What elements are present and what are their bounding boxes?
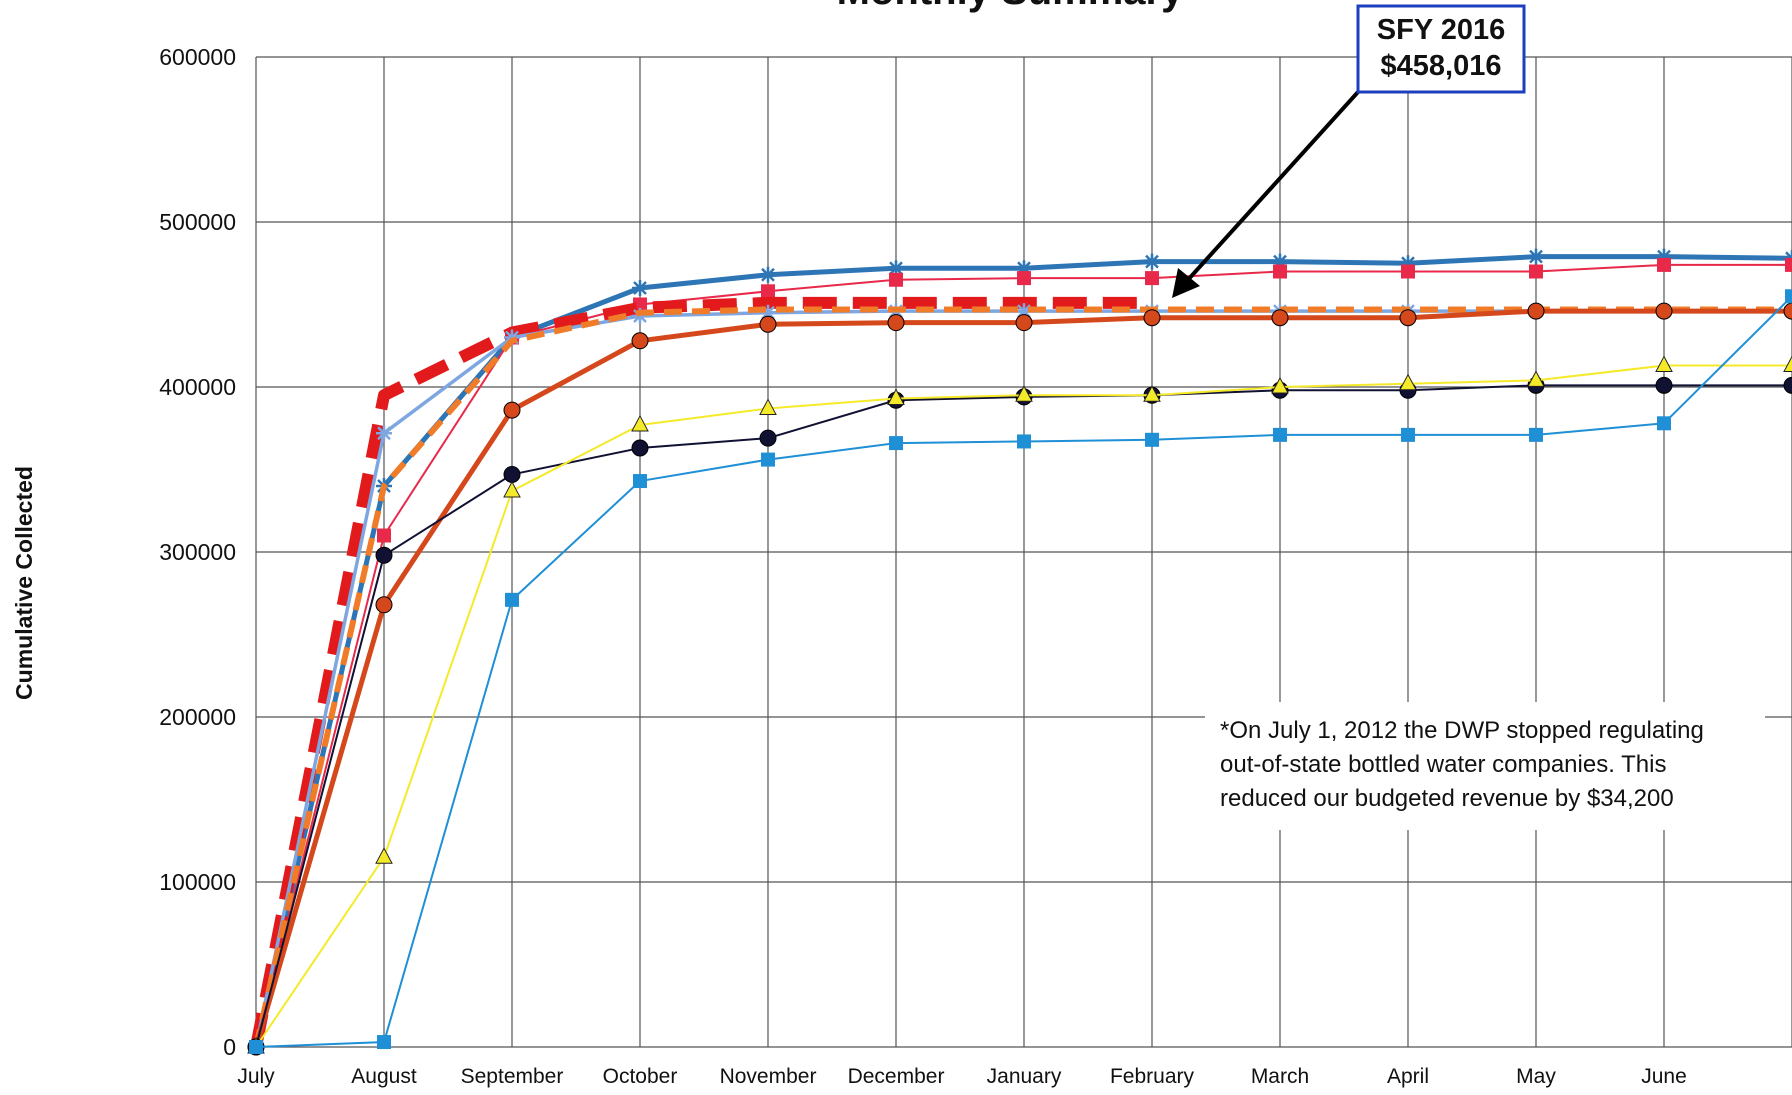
x-tick-label: October — [603, 1065, 678, 1088]
marker — [504, 329, 520, 346]
marker — [1272, 253, 1288, 270]
chart-title: Monthly Summary — [837, 0, 1184, 13]
marker — [505, 592, 519, 607]
marker — [1017, 434, 1031, 449]
x-tick-label: July — [237, 1065, 275, 1088]
marker — [1016, 260, 1032, 277]
marker — [1400, 255, 1416, 272]
marker — [1527, 302, 1545, 320]
marker — [1015, 385, 1033, 402]
marker — [1657, 416, 1671, 431]
marker — [887, 314, 905, 332]
note-text: *On July 1, 2012 the DWP stopped regulat… — [1220, 717, 1704, 744]
y-tick-label: 300000 — [159, 539, 236, 565]
y-axis-title: Cumulative Collected — [11, 466, 37, 700]
marker — [759, 315, 777, 333]
marker — [503, 480, 521, 498]
marker — [1783, 376, 1792, 394]
marker — [1145, 271, 1159, 286]
marker — [889, 436, 903, 451]
marker — [631, 414, 649, 432]
marker — [1655, 376, 1673, 394]
x-tick-label: September — [461, 1065, 564, 1088]
y-tick-label: 0 — [223, 1034, 236, 1060]
marker — [760, 266, 776, 283]
marker — [1655, 355, 1673, 373]
x-tick-label: August — [351, 1065, 417, 1088]
x-tick-label: January — [987, 1065, 1062, 1088]
y-tick-label: 600000 — [159, 44, 236, 70]
x-tick-label: February — [1110, 1065, 1195, 1088]
x-tick-label: March — [1251, 1065, 1309, 1088]
x-tick-label: April — [1387, 1065, 1429, 1088]
note-text: reduced our budgeted revenue by $34,200 — [1220, 785, 1674, 812]
callout-box — [1356, 4, 1526, 94]
marker — [1273, 264, 1287, 279]
x-tick-label: December — [848, 1065, 945, 1088]
marker — [1401, 427, 1415, 442]
marker — [1144, 253, 1160, 270]
marker — [1785, 257, 1792, 272]
y-tick-label: 100000 — [159, 869, 236, 895]
marker — [888, 260, 904, 277]
marker — [1528, 248, 1544, 265]
marker — [1273, 427, 1287, 442]
marker — [761, 452, 775, 467]
marker — [1015, 314, 1033, 332]
marker — [1656, 248, 1672, 265]
marker — [1143, 385, 1161, 402]
marker — [1401, 264, 1415, 279]
note-text: out-of-state bottled water companies. Th… — [1220, 751, 1666, 778]
marker — [1017, 271, 1031, 286]
marker — [887, 388, 905, 406]
marker — [375, 546, 393, 564]
marker — [1785, 289, 1792, 304]
marker — [377, 528, 391, 543]
series-line — [250, 296, 1152, 1049]
marker — [632, 280, 648, 296]
callout-text: $458,016 — [1381, 50, 1502, 82]
marker — [377, 1035, 391, 1050]
marker — [631, 332, 649, 350]
marker — [1783, 302, 1792, 320]
marker — [1783, 355, 1792, 373]
callout-text: SFY 2016 — [1377, 14, 1505, 46]
callout-arrow — [1184, 90, 1360, 284]
x-tick-label: June — [1641, 1065, 1687, 1088]
marker — [1399, 309, 1417, 327]
marker — [1655, 302, 1673, 320]
x-tick-label: November — [720, 1065, 817, 1088]
marker — [632, 308, 648, 325]
marker — [249, 1040, 263, 1054]
marker — [1143, 309, 1161, 327]
marker — [1529, 427, 1543, 442]
marker — [631, 439, 649, 457]
marker — [1271, 309, 1289, 327]
marker — [889, 272, 903, 287]
marker — [503, 465, 521, 483]
x-tick-label: May — [1516, 1065, 1556, 1088]
marker — [760, 304, 776, 321]
marker — [1527, 370, 1545, 387]
marker — [761, 284, 775, 299]
marker — [1271, 376, 1289, 394]
marker — [376, 425, 392, 442]
marker — [375, 596, 393, 614]
marker — [759, 429, 777, 447]
marker — [759, 398, 777, 415]
note-box — [1205, 702, 1765, 830]
marker — [375, 847, 393, 864]
marker — [1016, 303, 1032, 320]
y-tick-label: 200000 — [159, 704, 236, 730]
callout-arrowhead — [1172, 268, 1200, 298]
marker — [1529, 264, 1543, 279]
marker — [503, 401, 521, 419]
marker — [633, 474, 647, 489]
y-tick-label: 400000 — [159, 374, 236, 400]
marker — [1399, 373, 1417, 391]
y-tick-label: 500000 — [159, 209, 236, 235]
marker — [1145, 432, 1159, 447]
marker — [1657, 257, 1671, 272]
